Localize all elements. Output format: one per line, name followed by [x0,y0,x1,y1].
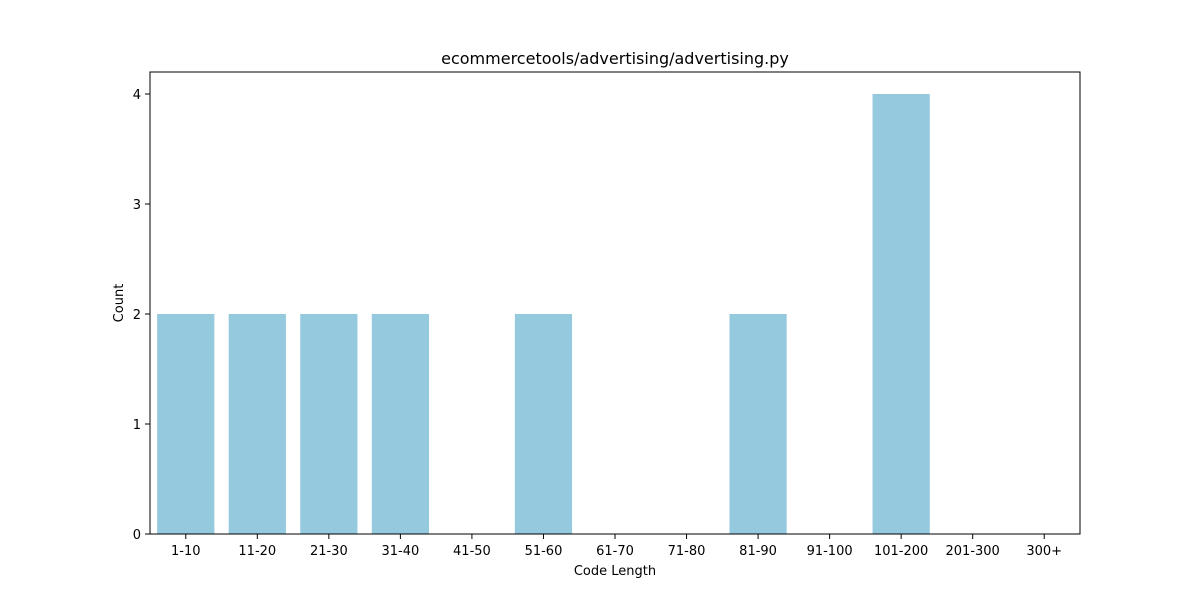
bar-81-90 [729,314,786,534]
y-tick-label: 2 [133,308,141,323]
x-tick-label: 21-30 [310,544,348,559]
y-tick-label: 0 [133,528,141,543]
x-tick-label: 31-40 [381,544,419,559]
x-tick-label: 71-80 [668,544,706,559]
bar-51-60 [515,314,572,534]
x-tick-label: 11-20 [238,544,276,559]
y-axis-label: Count [112,284,127,323]
bar-11-20 [229,314,286,534]
x-tick-label: 101-200 [874,544,928,559]
plot-area [150,72,1080,534]
bar-31-40 [372,314,429,534]
x-axis-label: Code Length [574,564,656,579]
x-tick-label: 91-100 [807,544,853,559]
x-tick-label: 300+ [1026,544,1062,559]
x-tick-label: 41-50 [453,544,491,559]
y-tick-label: 4 [133,88,141,103]
x-tick-label: 201-300 [946,544,1000,559]
chart-title: ecommercetools/advertising/advertising.p… [441,49,789,68]
bar-101-200 [873,94,930,534]
x-tick-label: 51-60 [525,544,563,559]
x-tick-label: 1-10 [171,544,201,559]
y-tick-label: 3 [133,198,141,213]
bar-1-10 [157,314,214,534]
y-axis-ticks: 0 1 2 3 4 [133,88,150,543]
bar-21-30 [300,314,357,534]
x-axis-ticks: 1-10 11-20 21-30 31-40 41-50 51-60 61-70 71-80 8… [171,534,1062,559]
y-tick-label: 1 [133,418,141,433]
x-tick-label: 61-70 [596,544,634,559]
x-tick-label: 81-90 [739,544,777,559]
